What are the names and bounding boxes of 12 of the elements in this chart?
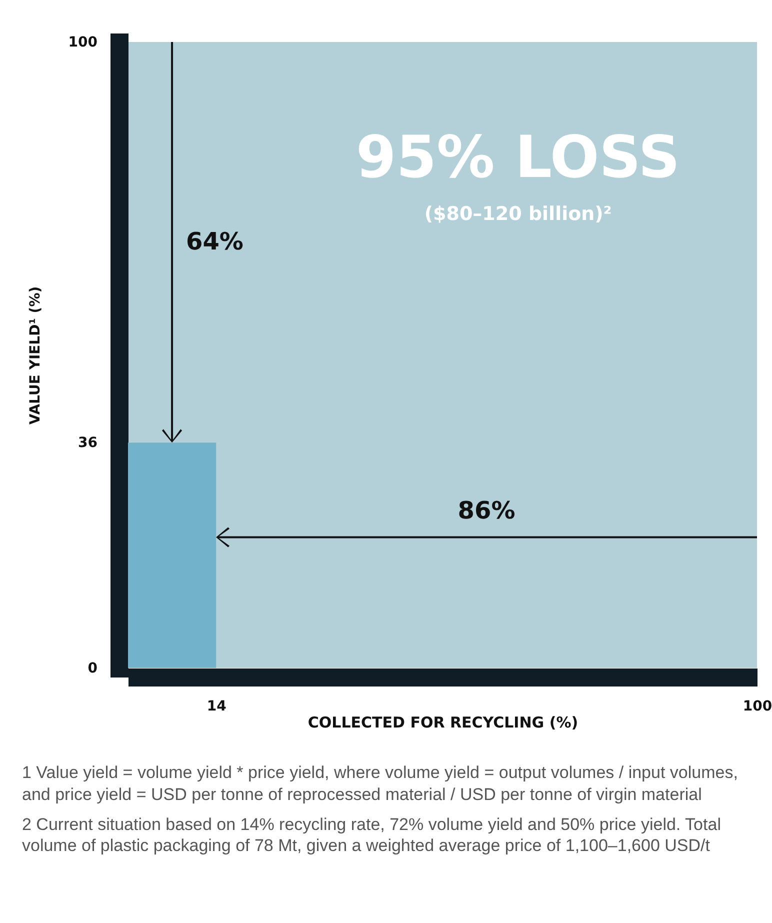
text: 2 Current situation based on 14% recycling rate, 72% volume yield and 50% price yield. Total volume of plastic packaging of 78 Mt, given a weighted average price of 1,100–1,600 USD/t: [22, 814, 722, 857]
x-tick-label: 14: [206, 698, 227, 714]
y-tick-label: 0: [88, 660, 98, 676]
annotation: 86%: [458, 496, 516, 524]
x-axis-title: COLLECTED FOR RECYCLING (%): [308, 714, 578, 732]
annotation: 64%: [186, 227, 244, 256]
y-axis-title: VALUE YIELD¹ (%): [27, 286, 44, 425]
y-tick-label: 100: [68, 34, 98, 50]
text: 1 Value yield = volume yield * price yield, where volume yield = output volumes / input volumes, and price yield = USD per tonne of reprocessed material / USD per tonne of virgin material: [22, 762, 739, 806]
annotation: ($80–120 billion)²: [424, 203, 612, 225]
annotation: 95% LOSS: [356, 123, 680, 191]
y-tick-label: 36: [78, 435, 98, 452]
